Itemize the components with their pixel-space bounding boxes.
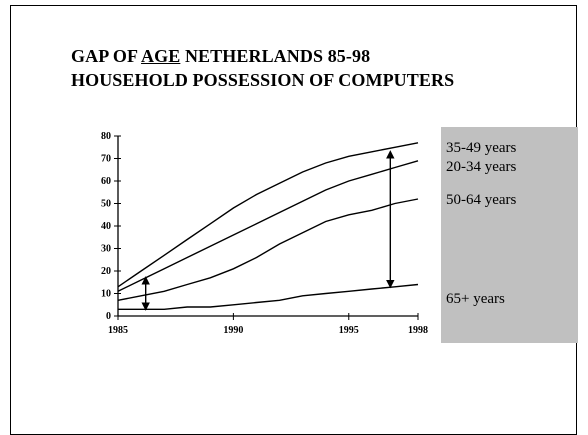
y-tick-label: 20 [101, 266, 111, 277]
x-tick-label: 1998 [408, 325, 428, 336]
x-tick-label: 1985 [108, 325, 128, 336]
y-tick-label: 30 [101, 244, 111, 255]
series-line-2 [117, 198, 419, 301]
annotations [141, 150, 395, 311]
y-tick-label: 40 [101, 221, 111, 232]
y-tick-label: 70 [101, 154, 111, 165]
y-tick-label: 0 [106, 311, 111, 322]
y-tick-label: 60 [101, 176, 111, 187]
chart-title-line-1: GAP OF AGE NETHERLANDS 85-98 [71, 46, 370, 67]
legend: 35-49 years 20-34 years 50-64 years 65+ yea… [446, 140, 517, 307]
x-tick-label: 1995 [339, 325, 359, 336]
x-tick-label: 1990 [223, 325, 243, 336]
axes: 0 10 20 30 40 50 60 70 80 1985 1990 1995 1998 [101, 131, 428, 336]
legend-label-3: 65+ years [446, 291, 505, 307]
chart-title-line-2: HOUSEHOLD POSSESSION OF COMPUTERS [71, 70, 455, 90]
y-tick-label: 10 [101, 289, 111, 300]
title-suffix: NETHERLANDS 85-98 [180, 46, 371, 66]
legend-label-0: 35-49 years [446, 140, 517, 156]
title-prefix: GAP OF [71, 46, 142, 66]
series-line-0 [117, 142, 419, 288]
series-line-3 [118, 283, 419, 310]
title-underlined-word: AGE [141, 46, 181, 66]
legend-label-1: 20-34 years [446, 159, 517, 175]
legend-panel [441, 127, 578, 343]
series-line-1 [117, 160, 419, 292]
series-lines [117, 142, 419, 310]
legend-label-2: 50-64 years [446, 192, 517, 208]
y-tick-label: 80 [101, 131, 111, 142]
y-tick-label: 50 [101, 199, 111, 210]
